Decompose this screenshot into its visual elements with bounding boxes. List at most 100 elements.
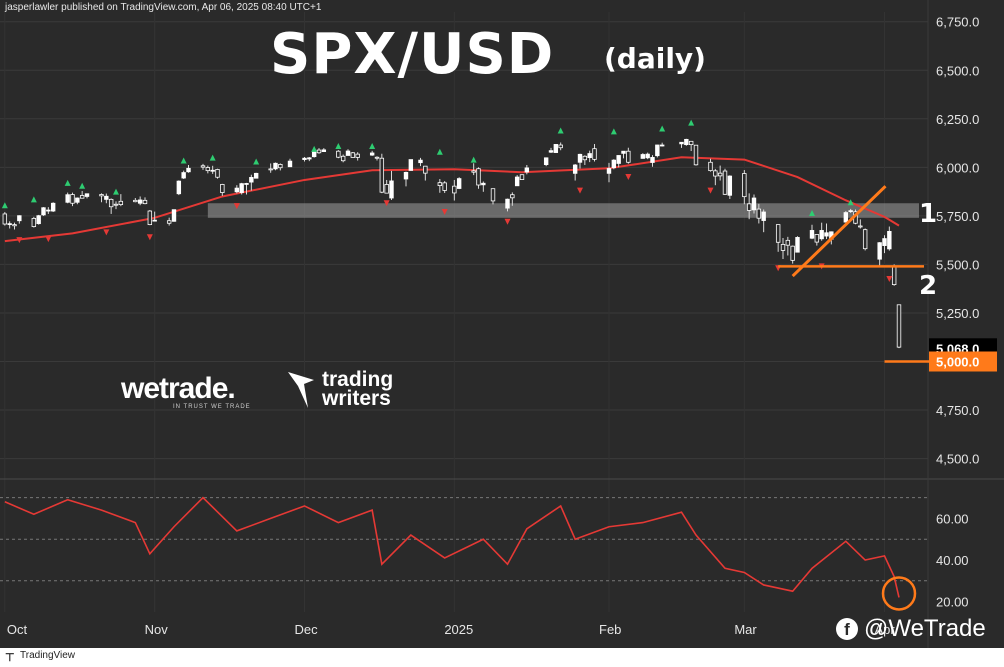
candle-up: [210, 169, 215, 172]
candle-up: [877, 242, 882, 260]
price-tick-label: 5,750.0: [936, 209, 979, 224]
candlestick-layer: [2, 138, 902, 349]
candle-up: [249, 177, 254, 183]
candle-up: [181, 172, 186, 179]
marker-down: [383, 200, 390, 207]
candle-up: [456, 178, 462, 189]
levels-layer: [207, 203, 920, 218]
candle-up: [514, 176, 520, 187]
candle-up: [882, 238, 887, 246]
candle-down: [374, 156, 380, 159]
candle-down: [316, 149, 322, 154]
candle-down: [384, 184, 389, 194]
time-tick-label: Mar: [734, 622, 757, 637]
price-tick-label: 6,250.0: [936, 112, 979, 127]
marker-up: [335, 142, 342, 149]
candle-up: [848, 210, 853, 213]
candle-up: [751, 197, 757, 211]
social-handle: @WeTrade: [864, 615, 986, 642]
wetrade-tagline: IN TRUST WE TRADE: [173, 404, 251, 410]
candle-down: [355, 153, 360, 158]
candle-up: [606, 168, 612, 174]
marker-up: [180, 157, 187, 164]
marker-down: [146, 234, 153, 241]
candle-up: [84, 193, 90, 197]
candle-up: [307, 157, 312, 160]
rsi-tick-label: 40.00: [936, 553, 969, 568]
annotation-label: 2: [919, 271, 937, 301]
rsi-tick-label: 20.00: [936, 595, 969, 610]
candle-up: [572, 164, 578, 174]
candle-up: [65, 194, 70, 203]
price-tick-label: 6,500.0: [936, 63, 979, 78]
candle-down: [708, 161, 713, 172]
candle-down: [519, 174, 525, 180]
candle-down: [437, 182, 443, 186]
candle-up: [505, 198, 510, 209]
candle-down: [471, 170, 476, 173]
candle-down: [340, 155, 346, 162]
candle-up: [524, 167, 530, 173]
candle-down: [476, 168, 481, 186]
candle-up: [17, 215, 22, 222]
facebook-icon: f: [836, 618, 858, 640]
axis-labels: 6,750.0 6,500.0 6,250.0 6,000.0 5,750.0 5,500…: [7, 15, 997, 637]
candle-down: [278, 164, 283, 169]
candle-down: [205, 167, 211, 172]
time-tick-label: Feb: [599, 622, 621, 637]
marker-up: [470, 156, 477, 163]
candle-up: [887, 231, 892, 250]
candle-down: [442, 182, 447, 191]
candle-down: [118, 200, 124, 206]
candle-down: [12, 224, 17, 227]
candle-down: [31, 217, 37, 227]
candle-up: [287, 160, 293, 168]
candle-down: [746, 203, 752, 211]
candle-up: [616, 155, 621, 164]
marker-up: [557, 127, 564, 134]
candle-down: [70, 194, 75, 204]
candle-down: [166, 220, 172, 224]
moving-average-line: [4, 156, 900, 243]
candle-up: [7, 223, 12, 226]
time-tick-label: Oct: [7, 622, 28, 637]
annotation-label: 1: [919, 199, 937, 229]
candle-down: [858, 225, 863, 228]
candle-down: [780, 244, 786, 251]
price-tick-label: 5,500.0: [936, 257, 979, 272]
publisher-note: jasperlawler published on TradingView.co…: [5, 2, 322, 13]
candle-up: [418, 159, 423, 164]
wetrade-name: wetrade.: [121, 372, 236, 405]
candle-up: [186, 167, 191, 173]
price-label-box: [929, 351, 997, 372]
marker-down: [16, 237, 23, 244]
price-tick-label: 6,000.0: [936, 160, 979, 175]
time-tick-label: Dec: [295, 622, 319, 637]
marker-layer: [1, 119, 893, 282]
footer-brand: TradingView: [20, 650, 76, 661]
rsi-tick-label: 60.00: [936, 511, 969, 526]
candle-up: [795, 237, 800, 253]
candle-down: [79, 195, 85, 199]
candle-up: [273, 162, 278, 170]
price-label-text: 5,000.0: [936, 355, 979, 370]
marker-down: [103, 229, 110, 236]
candle-up: [244, 183, 249, 185]
trading-writers-icon: [288, 372, 314, 408]
candle-down: [722, 170, 728, 195]
chart-subtitle: (daily): [604, 42, 706, 75]
candle-up: [234, 187, 240, 193]
candle-up: [684, 138, 689, 146]
candle-down: [142, 199, 148, 205]
marker-down: [625, 174, 632, 181]
candle-up: [239, 183, 244, 193]
candle-up: [403, 171, 409, 180]
trading-writers-line1: trading: [322, 368, 394, 391]
marker-up: [311, 145, 318, 152]
candle-down: [108, 198, 114, 208]
candle-up: [727, 175, 733, 196]
marker-up: [30, 196, 37, 203]
candle-up: [645, 153, 650, 159]
time-tick-label: Apr: [875, 622, 896, 637]
candle-down: [775, 224, 781, 243]
